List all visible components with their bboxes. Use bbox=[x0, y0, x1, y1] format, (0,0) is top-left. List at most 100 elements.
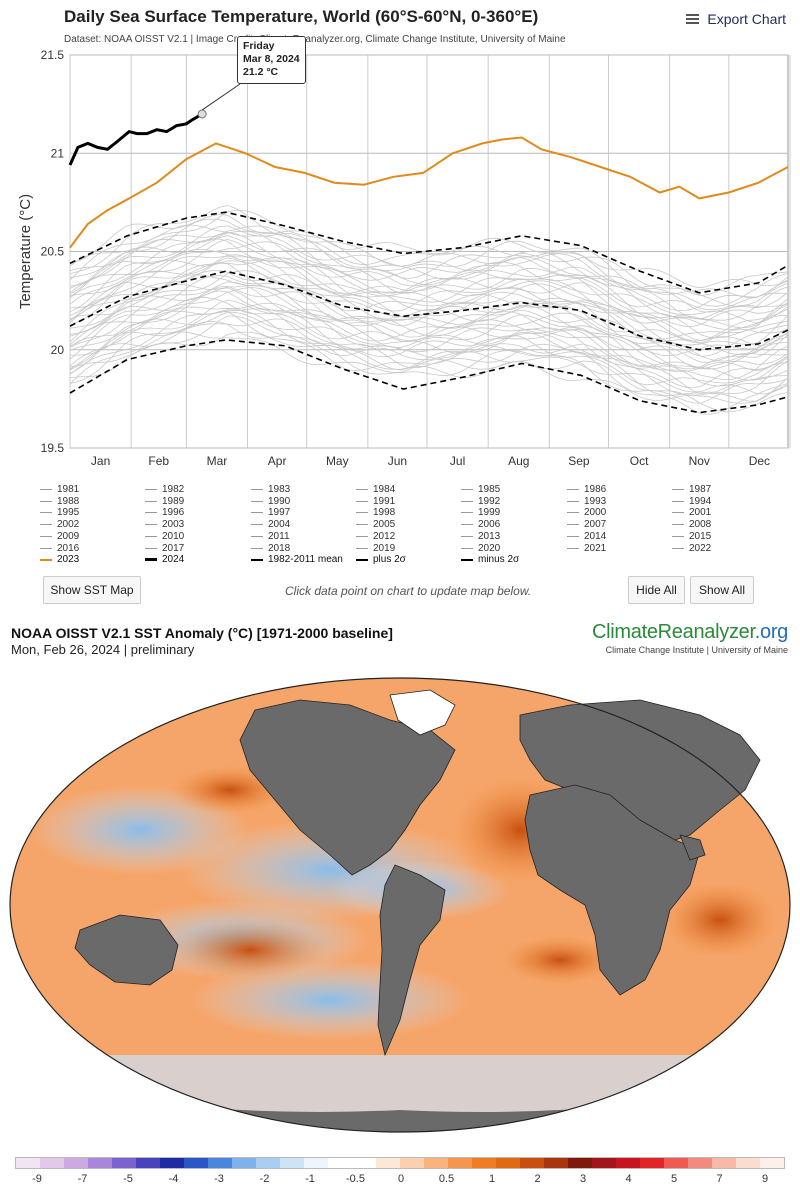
legend-label: 1996 bbox=[162, 507, 185, 519]
legend-item-2015[interactable]: 2015 bbox=[672, 531, 711, 542]
landmass-antarctica bbox=[10, 1080, 790, 1132]
warm-anomaly-region bbox=[660, 880, 780, 960]
legend-item-1982[interactable]: 1982 bbox=[145, 484, 184, 495]
legend-item-1983[interactable]: 1983 bbox=[251, 484, 290, 495]
legend-item-1982-2011-mean[interactable]: 1982-2011 mean bbox=[251, 554, 343, 565]
hide-all-button[interactable]: Hide All bbox=[628, 576, 685, 604]
legend-item-2023[interactable]: 2023 bbox=[40, 554, 79, 565]
legend-swatch bbox=[40, 535, 52, 537]
series-line-2018 bbox=[69, 224, 789, 299]
colorbar-tick-label: -9 bbox=[32, 1173, 42, 1185]
legend-item-1991[interactable]: 1991 bbox=[356, 496, 395, 507]
legend-item-2016[interactable]: 2016 bbox=[40, 543, 79, 554]
colorbar-tick-label: 0 bbox=[397, 1173, 405, 1185]
legend-item-2006[interactable]: 2006 bbox=[461, 519, 500, 530]
legend-item-2010[interactable]: 2010 bbox=[145, 531, 184, 542]
legend-item-2009[interactable]: 2009 bbox=[40, 531, 79, 542]
legend-item-2003[interactable]: 2003 bbox=[145, 519, 184, 530]
colorbar-tick-label: -2 bbox=[259, 1173, 270, 1185]
legend-label: 1993 bbox=[584, 495, 607, 507]
legend-label: 1981 bbox=[57, 484, 80, 495]
series-line-2020 bbox=[69, 210, 789, 307]
legend-label: 2015 bbox=[689, 530, 712, 542]
legend-item-2020[interactable]: 2020 bbox=[461, 543, 500, 554]
series-line-2021 bbox=[69, 205, 789, 297]
series-line-1983 bbox=[69, 315, 789, 415]
legend-item-2022[interactable]: 2022 bbox=[672, 543, 711, 554]
landmass-australia bbox=[74, 914, 179, 986]
legend-swatch bbox=[251, 535, 263, 537]
legend-item-1995[interactable]: 1995 bbox=[40, 507, 79, 518]
legend-label: 2012 bbox=[373, 530, 396, 542]
tooltip-pointer bbox=[201, 83, 241, 111]
legend-item-1996[interactable]: 1996 bbox=[145, 507, 184, 518]
legend-item-1989[interactable]: 1989 bbox=[145, 496, 184, 507]
legend-swatch bbox=[461, 489, 473, 490]
legend-swatch bbox=[145, 535, 157, 537]
chart-subtitle: Dataset: NOAA OISST V2.1 | Image Credit:… bbox=[64, 34, 566, 45]
legend-item-1992[interactable]: 1992 bbox=[461, 496, 500, 507]
legend-swatch bbox=[251, 489, 263, 490]
legend-item-2001[interactable]: 2001 bbox=[672, 507, 711, 518]
legend-item-2018[interactable]: 2018 bbox=[251, 543, 290, 554]
legend-label: 2005 bbox=[373, 519, 396, 531]
legend-swatch bbox=[672, 547, 684, 549]
sst-anomaly-map[interactable] bbox=[0, 660, 800, 1150]
legend-item-2002[interactable]: 2002 bbox=[40, 519, 79, 530]
legend-item-2019[interactable]: 2019 bbox=[356, 543, 395, 554]
legend-item-2014[interactable]: 2014 bbox=[567, 531, 606, 542]
legend-swatch bbox=[251, 524, 263, 526]
colorbar-swatch bbox=[616, 1158, 640, 1168]
legend-item-plus-2-[interactable]: plus 2σ bbox=[356, 554, 406, 565]
legend-swatch bbox=[356, 512, 368, 514]
series-line-2009 bbox=[69, 238, 789, 341]
legend-label: 1992 bbox=[478, 495, 501, 507]
legend-item-minus-2-[interactable]: minus 2σ bbox=[461, 554, 519, 565]
legend-item-1988[interactable]: 1988 bbox=[40, 496, 79, 507]
legend-item-2017[interactable]: 2017 bbox=[145, 543, 184, 554]
legend-item-1985[interactable]: 1985 bbox=[461, 484, 500, 495]
legend-swatch bbox=[461, 512, 473, 514]
export-chart-button[interactable]: Export Chart bbox=[686, 11, 786, 27]
tooltip-date: Mar 8, 2024 bbox=[243, 53, 300, 65]
legend-item-2011[interactable]: 2011 bbox=[251, 531, 290, 542]
legend-item-1987[interactable]: 1987 bbox=[672, 484, 711, 495]
legend-item-2000[interactable]: 2000 bbox=[567, 507, 606, 518]
legend-item-2021[interactable]: 2021 bbox=[567, 543, 606, 554]
legend-item-2007[interactable]: 2007 bbox=[567, 519, 606, 530]
legend-label: 2014 bbox=[584, 530, 607, 542]
legend-item-1986[interactable]: 1986 bbox=[567, 484, 606, 495]
series-line-1984 bbox=[69, 311, 789, 404]
legend-item-1994[interactable]: 1994 bbox=[672, 496, 711, 507]
legend-item-1993[interactable]: 1993 bbox=[567, 496, 606, 507]
sst-line-chart[interactable]: 19.5 20 20.5 21 21.5 Jan Feb Mar Apr May Jun Jul Aug… bbox=[0, 0, 800, 478]
show-sst-map-button[interactable]: Show SST Map bbox=[43, 576, 141, 604]
legend-item-1999[interactable]: 1999 bbox=[461, 507, 500, 518]
legend-swatch bbox=[567, 547, 579, 549]
warm-anomaly-region bbox=[500, 935, 620, 985]
legend-swatch bbox=[461, 500, 473, 502]
colorbar-swatch bbox=[424, 1158, 448, 1168]
legend-item-2013[interactable]: 2013 bbox=[461, 531, 500, 542]
legend-item-2008[interactable]: 2008 bbox=[672, 519, 711, 530]
colorbar-swatch bbox=[664, 1158, 688, 1168]
legend-swatch bbox=[40, 489, 52, 490]
legend-item-1997[interactable]: 1997 bbox=[251, 507, 290, 518]
chart-hint: Click data point on chart to update map … bbox=[285, 584, 532, 598]
climate-reanalyzer-logo: ClimateReanalyzer.org bbox=[592, 621, 788, 644]
legend-item-1981[interactable]: 1981 bbox=[40, 484, 79, 495]
legend-label: 2008 bbox=[689, 519, 712, 531]
legend-item-2005[interactable]: 2005 bbox=[356, 519, 395, 530]
legend-item-2012[interactable]: 2012 bbox=[356, 531, 395, 542]
colorbar-swatch bbox=[472, 1158, 496, 1168]
legend-item-1990[interactable]: 1990 bbox=[251, 496, 290, 507]
landmass-north-america bbox=[239, 699, 456, 876]
legend-item-2024[interactable]: 2024 bbox=[145, 554, 184, 565]
legend-item-2004[interactable]: 2004 bbox=[251, 519, 290, 530]
legend-item-1998[interactable]: 1998 bbox=[356, 507, 395, 518]
legend-label: 2006 bbox=[478, 519, 501, 531]
legend-swatch bbox=[461, 524, 473, 526]
show-all-button[interactable]: Show All bbox=[690, 576, 754, 604]
legend-item-1984[interactable]: 1984 bbox=[356, 484, 395, 495]
series-line-1985 bbox=[69, 320, 789, 395]
